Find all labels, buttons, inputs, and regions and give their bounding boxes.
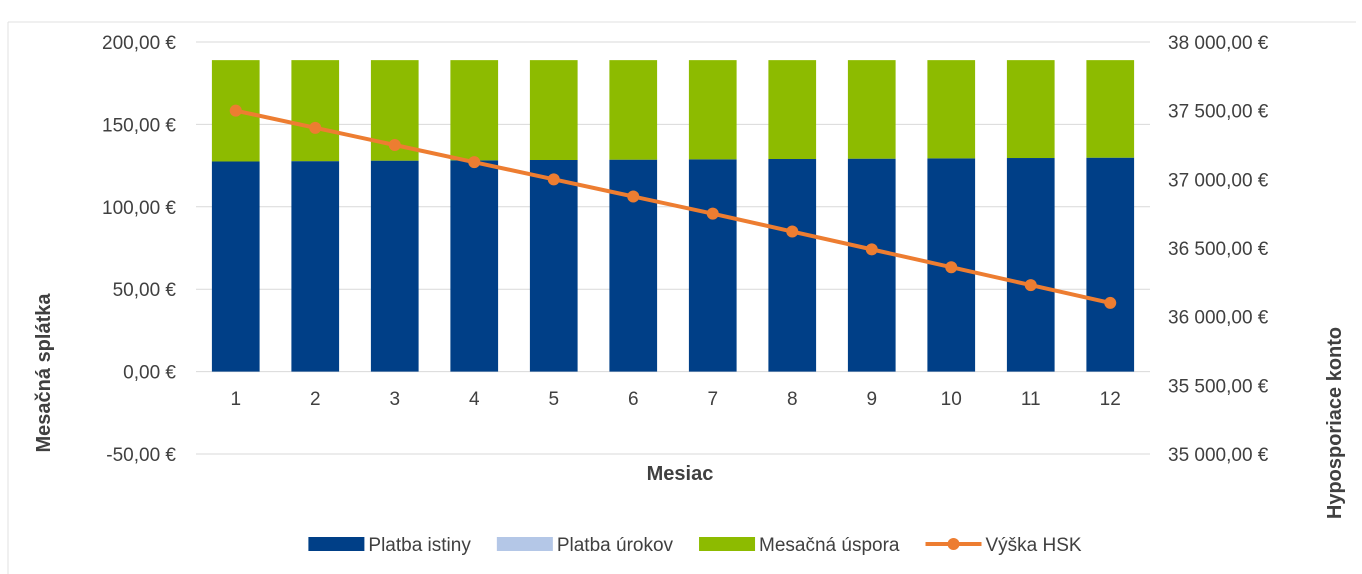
bar-segment <box>450 160 499 372</box>
line-point <box>627 190 640 203</box>
legend-label: Výška HSK <box>986 535 1082 556</box>
line-point <box>1024 279 1037 292</box>
bar-segment <box>1006 60 1055 159</box>
y-tick-label: -50,00 € <box>106 445 176 466</box>
bar-segment <box>529 60 578 160</box>
line-point <box>468 156 481 169</box>
bar-segment <box>609 60 658 160</box>
x-tick-label: 5 <box>548 389 559 410</box>
bar-segment <box>370 160 419 372</box>
legend-swatch-marker <box>947 538 960 550</box>
legend-swatch <box>699 537 756 551</box>
bar-segment <box>291 161 340 372</box>
x-axis: 1 2 3 4 5 6 7 8 9 10 11 12 <box>230 389 1120 410</box>
y2-tick-label: 38 000,00 € <box>1168 33 1269 54</box>
line-point <box>1104 296 1117 309</box>
y2-tick-label: 35 500,00 € <box>1168 376 1269 397</box>
legend-swatch <box>496 537 553 551</box>
legend-label: Mesačná úspora <box>759 535 900 556</box>
x-axis-title: Mesiac <box>647 463 714 485</box>
y2-tick-label: 37 000,00 € <box>1168 170 1269 191</box>
y2-tick-label: 36 000,00 € <box>1168 308 1269 329</box>
x-tick-label: 7 <box>707 389 718 410</box>
bar-segment <box>688 159 737 372</box>
bar-segment <box>291 60 340 162</box>
x-tick-label: 4 <box>469 389 480 410</box>
bar-segment <box>529 159 578 372</box>
y2-tick-label: 37 500,00 € <box>1168 102 1269 123</box>
x-tick-label: 10 <box>941 389 962 410</box>
x-tick-label: 3 <box>389 389 400 410</box>
y2-tick-label: 36 500,00 € <box>1168 239 1269 260</box>
line-point <box>547 173 560 186</box>
line-point <box>865 243 878 256</box>
x-tick-label: 2 <box>310 389 321 410</box>
x-tick-label: 11 <box>1021 389 1041 410</box>
bar-segment <box>450 60 499 161</box>
bar-segment <box>768 159 817 372</box>
x-tick-label: 6 <box>628 389 639 410</box>
x-tick-label: 1 <box>230 389 241 410</box>
line-path <box>235 108 1111 305</box>
line-point <box>945 261 958 274</box>
line-point <box>309 121 322 134</box>
legend-label: Platba istiny <box>368 535 471 556</box>
bar-segment <box>1006 158 1055 372</box>
bar-segment <box>847 60 896 159</box>
bar-segment <box>847 158 896 372</box>
line-point <box>229 104 242 117</box>
bar-segment <box>1086 157 1135 372</box>
y2-tick-label: 35 000,00 € <box>1168 445 1269 466</box>
right-axis: 38 000,00 € 37 500,00 € 37 000,00 € 36 500,… <box>1168 33 1269 466</box>
legend: Platba istiny Platba úrokov Mesačná úspora… <box>308 535 1082 556</box>
y-tick-label: 0,00 € <box>123 363 176 384</box>
y2-axis-title: Hyposporiace konto <box>1324 327 1346 519</box>
y-tick-label: 50,00 € <box>113 280 177 301</box>
bar-segment <box>927 60 976 159</box>
y-axis-title: Mesačná splátka <box>33 293 55 453</box>
x-tick-label: 12 <box>1100 389 1121 410</box>
left-axis: 200,00 € 150,00 € 100,00 € 50,00 € 0,00 € -50… <box>102 33 176 466</box>
x-tick-label: 8 <box>787 389 798 410</box>
y-tick-label: 200,00 € <box>102 33 176 54</box>
y-tick-label: 100,00 € <box>102 198 176 219</box>
bar-segment <box>1086 60 1135 158</box>
bar-segment <box>211 161 260 372</box>
legend-swatch <box>308 537 365 551</box>
bar-segment <box>768 60 817 160</box>
legend-label: Platba úrokov <box>557 535 674 556</box>
bar-segment <box>688 60 737 160</box>
line-point <box>786 225 799 238</box>
line-series <box>229 104 1117 309</box>
line-point <box>706 207 719 220</box>
y-tick-label: 150,00 € <box>102 115 176 136</box>
line-point <box>388 139 401 151</box>
x-tick-label: 9 <box>866 389 877 410</box>
